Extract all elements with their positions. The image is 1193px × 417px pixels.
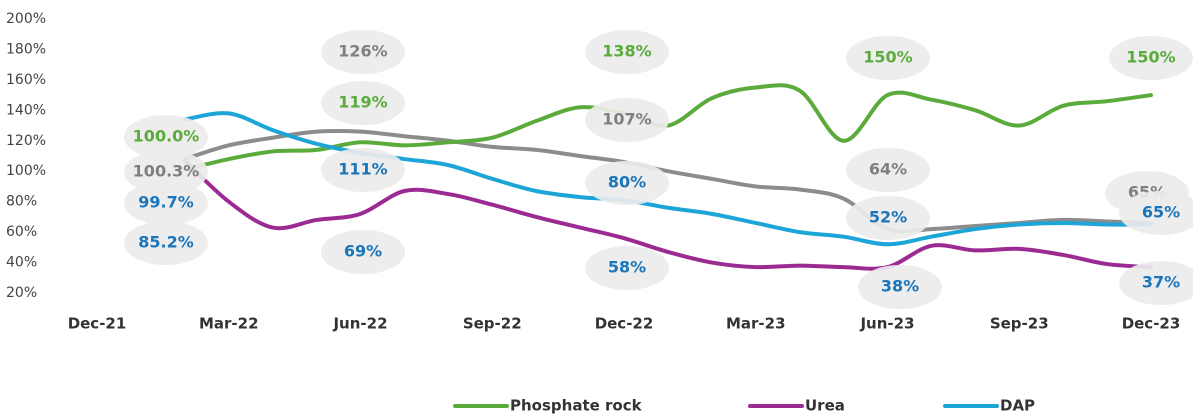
label-bubble	[585, 246, 669, 290]
data-label: 52%	[869, 208, 907, 227]
y-tick-label: 200%	[6, 11, 46, 27]
y-tick-label: 40%	[6, 255, 37, 271]
data-label: 69%	[344, 242, 382, 261]
legend-label: DAP	[1000, 397, 1035, 415]
label-bubble	[1109, 36, 1193, 80]
data-label: 100.0%	[133, 127, 200, 146]
label-bubble	[585, 98, 669, 142]
data-label: 138%	[602, 42, 651, 61]
data-label: 38%	[881, 277, 919, 296]
label-bubble	[846, 148, 930, 192]
label-bubble	[846, 196, 930, 240]
y-tick-label: 120%	[6, 133, 46, 149]
x-tick-label: Sep-22	[463, 315, 522, 333]
x-tick-label: Dec-22	[595, 315, 654, 333]
label-bubble	[124, 221, 208, 265]
label-bubble	[321, 230, 405, 274]
data-label: 111%	[338, 160, 387, 179]
x-tick-label: Jun-23	[859, 315, 914, 333]
y-tick-label: 20%	[6, 285, 37, 301]
data-label: 150%	[1126, 48, 1175, 67]
data-label: 107%	[602, 110, 651, 129]
x-tick-label: Dec-23	[1122, 315, 1181, 333]
label-bubble	[846, 36, 930, 80]
data-label: 37%	[1142, 273, 1180, 292]
y-tick-label: 80%	[6, 194, 37, 210]
y-tick-label: 60%	[6, 224, 37, 240]
y-tick-label: 180%	[6, 41, 46, 57]
label-bubble	[321, 148, 405, 192]
label-bubble	[1119, 261, 1193, 305]
label-bubble	[321, 30, 405, 74]
legend-label: Phosphate rock	[510, 397, 643, 415]
data-label: 119%	[338, 93, 387, 112]
series-line	[182, 128, 1153, 234]
data-label: 64%	[869, 160, 907, 179]
x-tick-label: Sep-23	[990, 315, 1049, 333]
label-bubble	[585, 30, 669, 74]
data-label: 150%	[863, 48, 912, 67]
label-bubble	[585, 161, 669, 205]
x-tick-label: Jun-22	[332, 315, 387, 333]
label-bubble	[124, 115, 208, 159]
y-tick-label: 140%	[6, 102, 46, 118]
data-label: 85.2%	[138, 233, 194, 252]
data-label: 65%	[1142, 203, 1180, 222]
data-label: 58%	[608, 258, 646, 277]
data-label: 80%	[608, 173, 646, 192]
data-label: 99.7%	[138, 193, 194, 212]
x-tick-label: Dec-21	[68, 315, 127, 333]
label-bubble	[124, 150, 208, 194]
x-tick-label: Mar-22	[199, 315, 259, 333]
y-tick-label: 160%	[6, 72, 46, 88]
x-tick-label: Mar-23	[726, 315, 786, 333]
annotations: 100.0% 100.3% 99.7% 85.2% 126% 119% 111% 69% 138…	[124, 30, 1193, 309]
series-line	[182, 83, 1153, 172]
series-line	[182, 158, 1153, 271]
data-label: 100.3%	[133, 162, 200, 181]
label-bubble	[858, 265, 942, 309]
label-bubble	[1119, 191, 1193, 235]
label-bubble	[321, 81, 405, 125]
y-tick-label: 100%	[6, 163, 46, 179]
legend-label: Urea	[805, 397, 845, 415]
label-bubble	[124, 181, 208, 225]
data-label: 126%	[338, 42, 387, 61]
